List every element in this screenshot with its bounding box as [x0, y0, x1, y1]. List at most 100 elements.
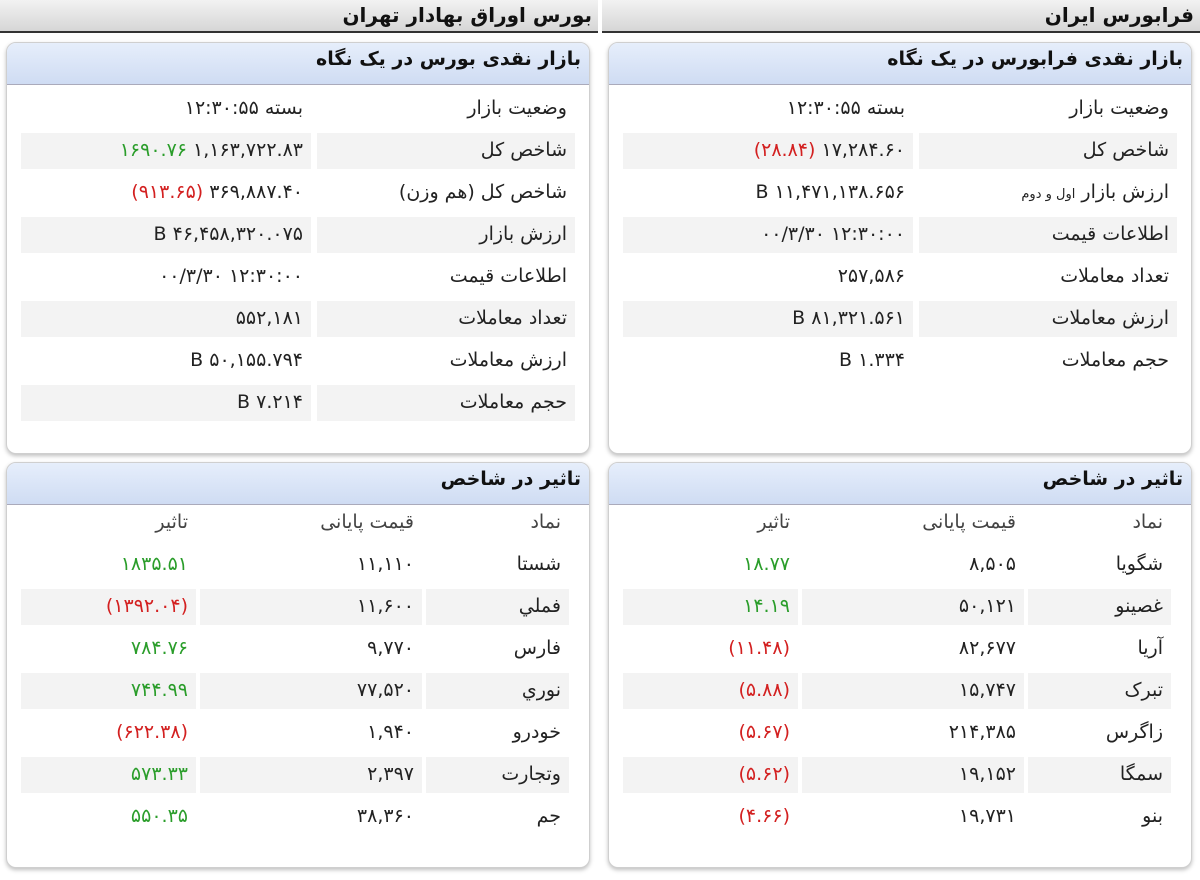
- panel-title: تاثیر در شاخص: [609, 463, 1191, 505]
- change-text: (۹۱۳.۶۵): [131, 181, 204, 203]
- row-label: ارزش معاملات: [317, 343, 575, 379]
- close-price: ۹,۷۷۰: [367, 637, 414, 659]
- impact: (۱۳۹۲.۰۴): [21, 589, 196, 625]
- impact: ۵۵۰.۳۵: [130, 805, 188, 827]
- impact: ۱۴.۱۹: [623, 589, 798, 625]
- close-price: ۸۲,۶۷۷: [958, 637, 1016, 659]
- label-text: وضعیت بازار: [467, 97, 567, 119]
- label-text: شاخص کل (هم وزن): [398, 181, 567, 203]
- close-price: ۵۰,۱۲۱: [802, 589, 1024, 625]
- value-text: ۱۱,۴۷۱,۱۳۸.۶۵۶ B: [755, 181, 905, 203]
- column-header: نماد: [530, 511, 561, 533]
- close-price: ۱۹,۷۳۱: [958, 805, 1016, 827]
- value-text: ۱,۱۶۳,۷۲۲.۸۳: [193, 139, 303, 161]
- row-label: حجم معاملات: [317, 385, 575, 421]
- impact: (۱۱.۴۸): [728, 637, 790, 659]
- column-header: تاثیر: [155, 511, 188, 533]
- row-label: اطلاعات قیمت: [317, 259, 575, 295]
- row-label: شاخص کل: [317, 133, 575, 169]
- impact: ۷۴۴.۹۹: [21, 673, 196, 709]
- label-text: اطلاعات قیمت: [449, 265, 567, 287]
- symbol: آریا: [1137, 637, 1163, 659]
- label-text: ارزش معاملات: [1051, 307, 1169, 329]
- value-text: ۷.۲۱۴ B: [237, 391, 303, 413]
- value-text: ۲۵۷,۵۸۶: [837, 265, 905, 287]
- row-value: بسته ۱۲:۳۰:۵۵: [623, 91, 913, 127]
- impact: (۵.۶۲): [623, 757, 798, 793]
- label-text: حجم معاملات: [459, 391, 567, 413]
- row-label: حجم معاملات: [919, 343, 1177, 379]
- symbol: جم: [536, 805, 561, 827]
- row-value: ۳۶۹,۸۸۷.۴۰ (۹۱۳.۶۵): [21, 175, 311, 211]
- symbol: غصینو: [1028, 589, 1171, 625]
- close-price: ۷۷,۵۲۰: [200, 673, 422, 709]
- close-price: ۲,۳۹۷: [200, 757, 422, 793]
- column-header: تاثیر: [757, 511, 790, 533]
- impact: (۶۲۲.۳۸): [116, 721, 188, 743]
- section-header: بورس اوراق بهادار تهران: [0, 0, 598, 33]
- symbol: شگویا: [1115, 553, 1163, 575]
- row-value: ۱۲:۳۰:۰۰ ۰۰/۳/۳۰: [21, 259, 311, 295]
- close-price: ۱۵,۷۴۷: [802, 673, 1024, 709]
- impact: ۵۷۳.۳۳: [21, 757, 196, 793]
- section-header: فرابورس ایران: [602, 0, 1200, 33]
- row-value: ۵۵۲,۱۸۱: [21, 301, 311, 337]
- symbol: شستا: [516, 553, 561, 575]
- label-text: حجم معاملات: [1061, 349, 1169, 371]
- impact: (۵.۶۷): [738, 721, 791, 743]
- row-value: ۱.۳۳۴ B: [623, 343, 913, 379]
- value-text: ۱۲:۳۰:۰۰ ۰۰/۳/۳۰: [761, 223, 905, 245]
- close-price: ۸,۵۰۵: [969, 553, 1016, 575]
- row-value: ۴۶,۴۵۸,۳۲۰.۰۷۵ B: [21, 217, 311, 253]
- row-label: شاخص کل: [919, 133, 1177, 169]
- impact: (۴.۶۶): [738, 805, 791, 827]
- impact: (۵.۸۸): [623, 673, 798, 709]
- value-text: ۳۶۹,۸۸۷.۴۰: [209, 181, 303, 203]
- row-label: وضعیت بازار: [317, 91, 575, 127]
- impact-panel: تاثیر در شاخص نماد قیمت پایانی تاثیر شگویا ۸,…: [608, 462, 1192, 868]
- label-text: ارزش معاملات: [449, 349, 567, 371]
- symbol: خودرو: [512, 721, 561, 743]
- panel-title: تاثیر در شاخص: [7, 463, 589, 505]
- row-value: بسته ۱۲:۳۰:۵۵: [21, 91, 311, 127]
- row-label: ارزش بازار: [317, 217, 575, 253]
- label-text: اطلاعات قیمت: [1051, 223, 1169, 245]
- close-price: ۳۸,۳۶۰: [356, 805, 414, 827]
- column-header: قیمت پایانی: [320, 511, 414, 533]
- label-text: وضعیت بازار: [1069, 97, 1169, 119]
- label-text: ارزش بازار: [1081, 181, 1169, 203]
- row-label: شاخص کل (هم وزن): [317, 175, 575, 211]
- close-price: ۱۱,۶۰۰: [200, 589, 422, 625]
- symbol: وتجارت: [426, 757, 569, 793]
- impact: ۱۸۳۵.۵۱: [120, 553, 188, 575]
- value-text: ۵۰,۱۵۵.۷۹۴ B: [190, 349, 303, 371]
- column-header: قیمت پایانی: [922, 511, 1016, 533]
- label-text: شاخص کل: [1082, 139, 1169, 161]
- row-value: ۵۰,۱۵۵.۷۹۴ B: [21, 343, 311, 379]
- close-price: ۱۱,۱۱۰: [356, 553, 414, 575]
- row-value: ۱۲:۳۰:۰۰ ۰۰/۳/۳۰: [623, 217, 913, 253]
- row-value: ۱,۱۶۳,۷۲۲.۸۳ ۱۶۹۰.۷۶: [21, 133, 311, 169]
- value-text: بسته ۱۲:۳۰:۵۵: [786, 97, 905, 119]
- value-text: ۱۷,۲۸۴.۶۰: [821, 139, 905, 161]
- symbol: بنو: [1142, 805, 1163, 827]
- close-price: ۲۱۴,۳۸۵: [948, 721, 1016, 743]
- value-text: ۴۶,۴۵۸,۳۲۰.۰۷۵ B: [153, 223, 303, 245]
- impact: ۷۸۴.۷۶: [130, 637, 188, 659]
- label-text: ارزش بازار: [479, 223, 567, 245]
- change-text: (۲۸.۸۴): [753, 139, 816, 161]
- panel-title: بازار نقدی بورس در یک نگاه: [7, 43, 589, 85]
- panel-title: بازار نقدی فرابورس در یک نگاه: [609, 43, 1191, 85]
- row-label: ارزش بازار اول و دوم: [919, 175, 1177, 211]
- row-value: ۱۷,۲۸۴.۶۰ (۲۸.۸۴): [623, 133, 913, 169]
- value-text: بسته ۱۲:۳۰:۵۵: [184, 97, 303, 119]
- label-text: تعداد معاملات: [458, 307, 567, 329]
- row-value: ۲۵۷,۵۸۶: [623, 259, 913, 295]
- impact-panel: تاثیر در شاخص نماد قیمت پایانی تاثیر شستا ۱۱,…: [6, 462, 590, 868]
- row-label: وضعیت بازار: [919, 91, 1177, 127]
- symbol: فارس: [513, 637, 561, 659]
- close-price: ۱۹,۱۵۲: [802, 757, 1024, 793]
- symbol: تبرک: [1028, 673, 1171, 709]
- value-text: ۱.۳۳۴ B: [839, 349, 905, 371]
